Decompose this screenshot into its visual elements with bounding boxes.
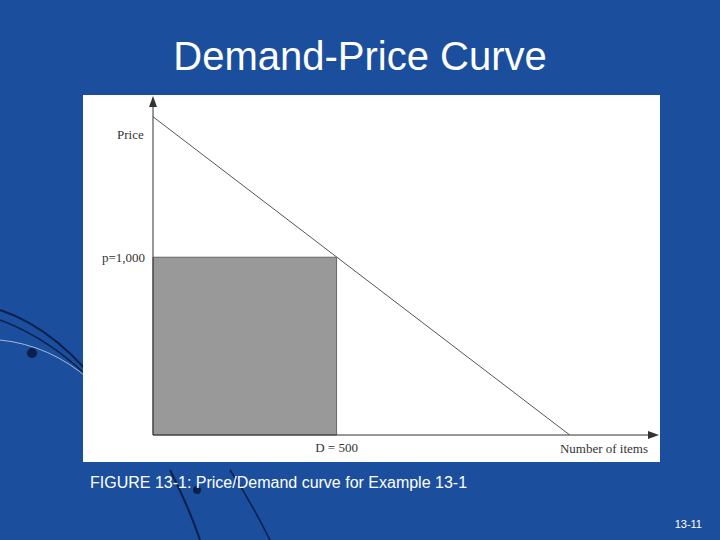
html-text:Number of items: Number of items	[559, 441, 648, 456]
html-text:FIGURE 13-1: Price/Demand curv: FIGURE 13-1: Price/Demand curve for Exam…	[90, 474, 467, 491]
html-text:13-11: 13-11	[674, 518, 702, 530]
svg-text:D = 500: D = 500	[315, 440, 358, 455]
html-text:Demand-Price Curve: Demand-Price Curve	[173, 34, 547, 78]
html-text:Price: Price	[117, 127, 144, 142]
svg-text:p=1,000: p=1,000	[102, 250, 145, 265]
